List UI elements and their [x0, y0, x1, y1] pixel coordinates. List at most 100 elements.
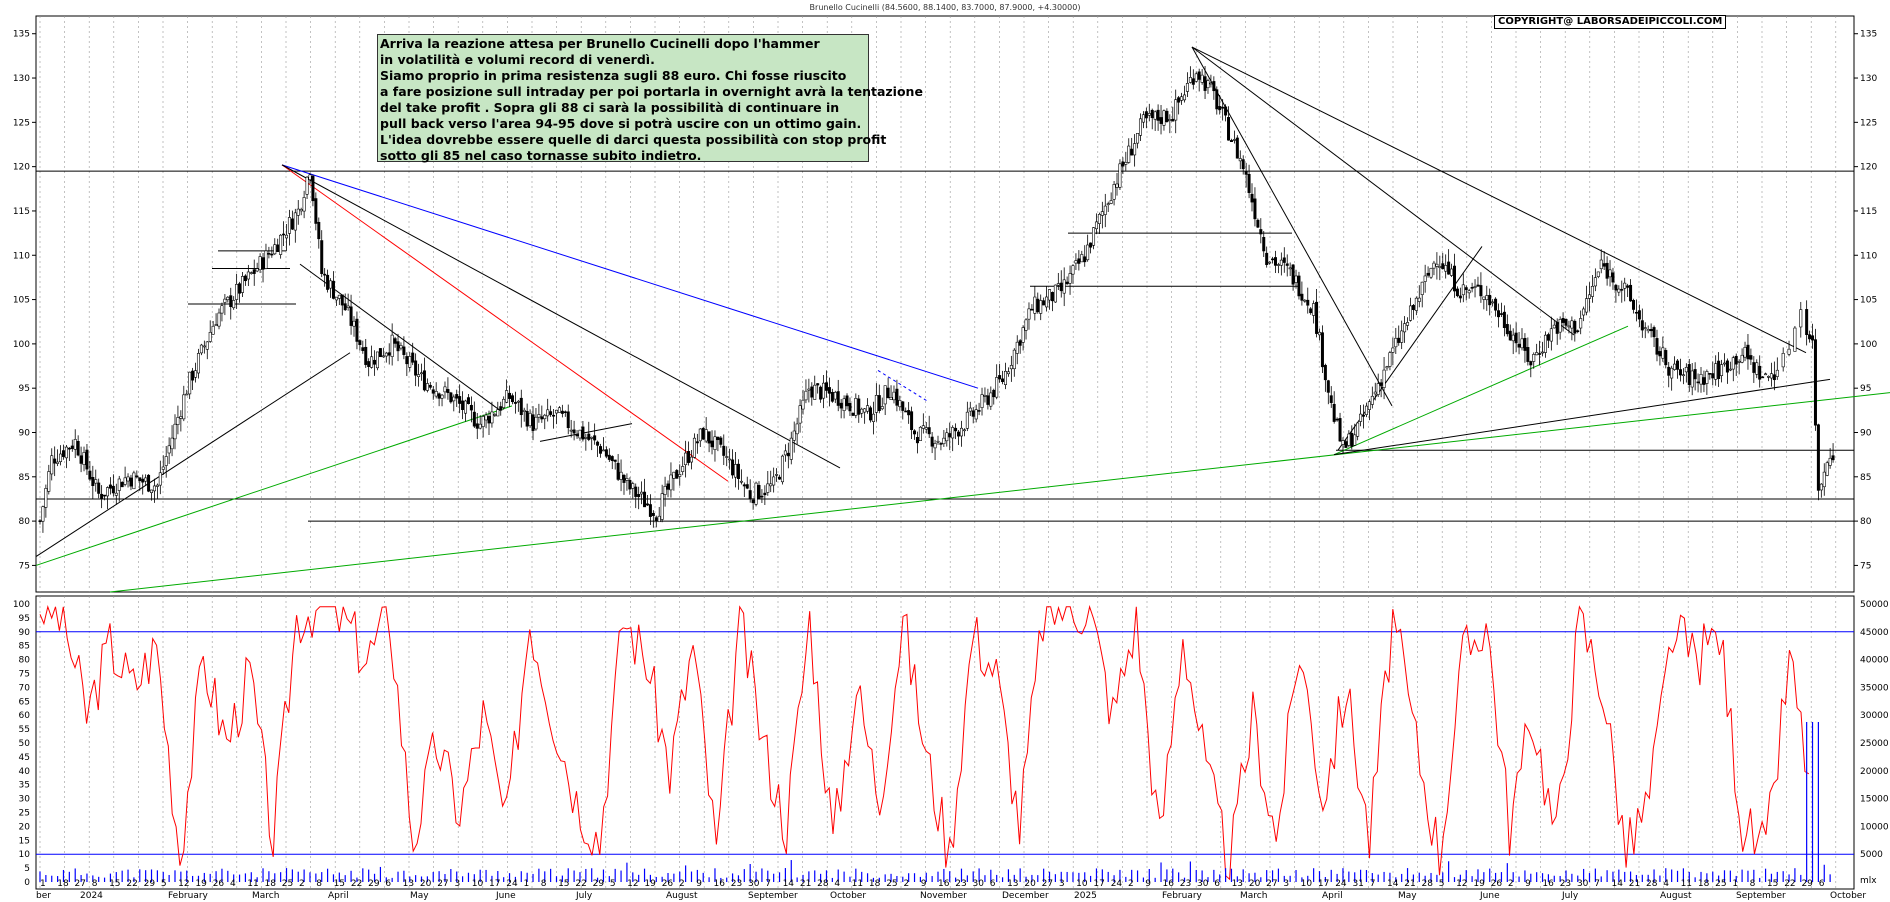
candle: [299, 209, 303, 212]
candle: [1256, 219, 1260, 228]
candle: [651, 512, 655, 516]
month-tick-label: May: [1398, 891, 1417, 901]
day-tick-label: 27: [437, 879, 448, 889]
candle: [331, 280, 335, 299]
candle: [510, 395, 514, 403]
candle: [1332, 403, 1336, 422]
day-tick-label: 5: [161, 879, 167, 889]
candle: [728, 458, 732, 461]
candle: [895, 388, 899, 406]
day-tick-label: 15: [1767, 879, 1778, 889]
candle: [1080, 254, 1084, 263]
candle: [689, 456, 693, 463]
day-tick-label: 23: [1560, 879, 1571, 889]
day-tick-label: 2: [679, 879, 685, 889]
candle: [1787, 348, 1791, 355]
day-tick-label: 18: [57, 879, 69, 889]
candle: [411, 352, 415, 363]
candle: [1693, 369, 1697, 380]
candle: [1200, 74, 1204, 83]
day-tick-label: 27: [1042, 879, 1053, 889]
candle: [67, 447, 71, 450]
day-tick-label: 12: [1456, 879, 1467, 889]
candle: [795, 423, 799, 435]
candle: [466, 397, 470, 404]
candle: [695, 441, 699, 444]
candle: [1403, 323, 1407, 333]
candle: [1670, 367, 1674, 379]
candle: [1549, 328, 1553, 342]
day-tick-label: 7: [1370, 879, 1376, 889]
candle: [1165, 110, 1169, 123]
candle: [1027, 308, 1031, 320]
candle: [1743, 347, 1747, 358]
candle: [1514, 332, 1518, 344]
candle: [287, 217, 291, 234]
candle: [1831, 455, 1835, 461]
trend-line-blue: [281, 164, 979, 389]
month-tick-label: June: [1479, 891, 1500, 901]
candle: [827, 387, 831, 394]
month-tick-label: July: [575, 891, 593, 901]
candle: [933, 443, 937, 449]
candle: [634, 486, 638, 497]
candle: [1417, 297, 1421, 302]
candle: [663, 485, 667, 495]
copyright-badge: COPYRIGHT@ LABORSADEIPICCOLI.COM: [1494, 15, 1727, 29]
candle: [455, 394, 459, 399]
candle: [1344, 441, 1348, 448]
day-tick-label: 18: [265, 879, 277, 889]
month-tick-label: February: [168, 891, 209, 901]
day-tick-label: 7: [1594, 879, 1600, 889]
candle: [481, 416, 485, 427]
candle: [593, 435, 597, 441]
candle: [70, 445, 74, 449]
price-tick-label: 110: [13, 251, 30, 261]
candle: [1582, 308, 1586, 316]
candle: [1552, 324, 1556, 329]
candle: [1109, 200, 1113, 204]
candle: [114, 492, 118, 496]
candle: [1397, 337, 1401, 343]
candle: [1819, 483, 1823, 491]
candle: [208, 332, 212, 342]
candle: [402, 346, 406, 355]
candle: [569, 429, 573, 432]
candle: [1640, 320, 1644, 331]
candle: [675, 470, 679, 479]
volume-tick-label: 20000: [1860, 767, 1889, 777]
candle: [1585, 298, 1589, 313]
candle: [1094, 221, 1098, 230]
candle: [1617, 288, 1621, 293]
day-tick-label: 22: [575, 879, 586, 889]
candle: [1168, 119, 1172, 121]
candle: [1511, 334, 1515, 342]
candle: [1455, 288, 1459, 297]
price-tick-label: 80: [19, 517, 31, 527]
candle: [170, 437, 174, 450]
candle: [1273, 257, 1277, 266]
candle: [508, 392, 512, 399]
candle: [1056, 283, 1060, 286]
candle: [1781, 352, 1785, 368]
candle: [1626, 285, 1630, 288]
day-tick-label: 26: [662, 879, 674, 889]
candle: [575, 434, 579, 437]
oscillator-line: [39, 604, 1810, 881]
candle: [443, 386, 447, 393]
candle: [1458, 295, 1462, 299]
candle: [1050, 292, 1054, 302]
candle: [461, 400, 465, 410]
candle: [563, 411, 567, 413]
candle: [610, 456, 614, 462]
candle: [1268, 261, 1272, 264]
candle: [1306, 299, 1310, 306]
candle: [188, 371, 192, 395]
candle: [754, 482, 758, 505]
trend-line-blue: [877, 370, 929, 402]
candle: [751, 499, 755, 504]
candle: [1526, 347, 1530, 362]
month-tick-label: August: [666, 891, 698, 901]
candle: [880, 406, 884, 410]
candle: [1629, 284, 1633, 302]
